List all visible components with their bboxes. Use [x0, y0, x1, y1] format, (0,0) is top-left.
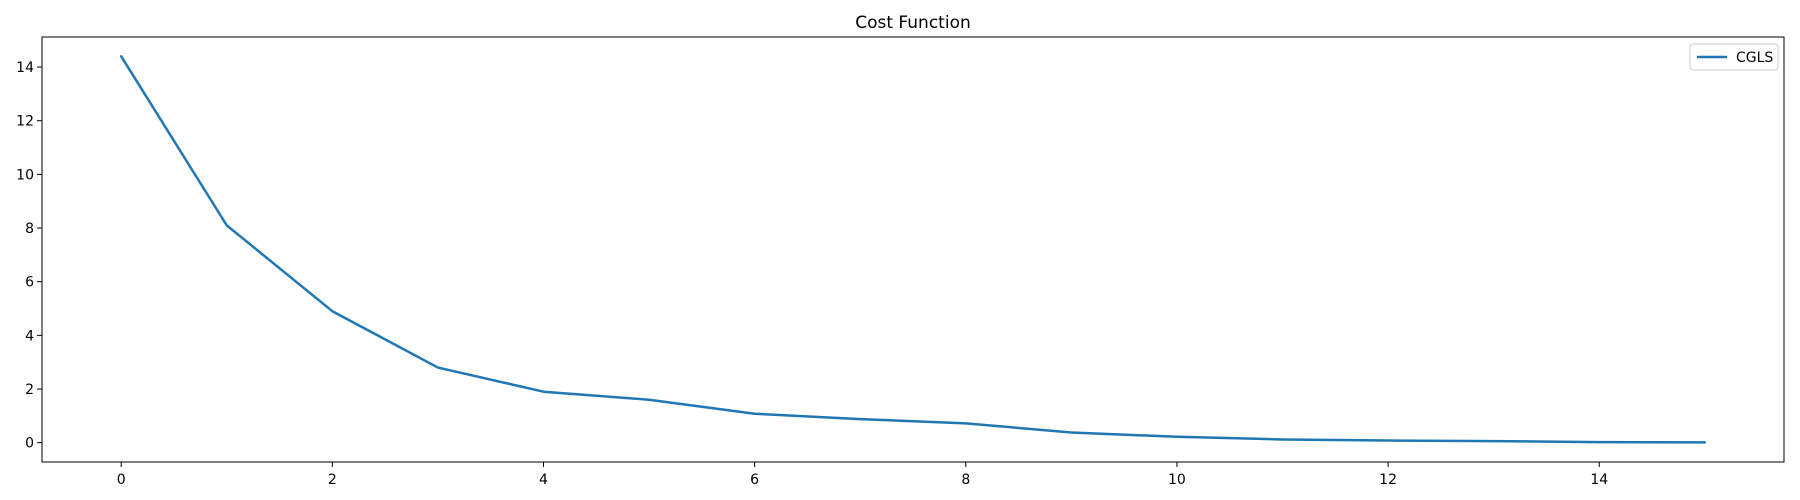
plot-frame [41, 36, 1785, 463]
y-tick-label: 14 [16, 60, 34, 76]
series-layer [119, 55, 1707, 444]
x-tick-label: 0 [117, 472, 126, 488]
x-tick-label: 6 [750, 472, 759, 488]
legend: CGLS [1689, 43, 1779, 71]
chart-title: Cost Function [855, 13, 971, 33]
y-tick-label: 12 [16, 114, 34, 130]
y-tick-label: 6 [25, 275, 34, 291]
y-axis-ticks: 0 2 4 6 8 10 12 14 [16, 60, 42, 452]
legend-box [1689, 43, 1779, 71]
legend-label-cgls: CGLS [1736, 50, 1773, 66]
x-tick-label: 12 [1379, 472, 1397, 488]
x-tick-label: 14 [1590, 472, 1608, 488]
y-tick-label: 4 [25, 328, 34, 344]
y-tick-label: 10 [16, 167, 34, 183]
series-line-cgls [119, 55, 1707, 444]
x-tick-label: 2 [328, 472, 337, 488]
plot-area [42, 37, 1784, 462]
y-tick-label: 2 [25, 382, 34, 398]
y-tick-label: 8 [25, 221, 34, 237]
x-axis-ticks: 0 2 4 6 8 10 12 14 [117, 462, 1608, 488]
x-tick-label: 10 [1168, 472, 1186, 488]
x-tick-label: 4 [539, 472, 548, 488]
x-tick-label: 8 [961, 472, 970, 488]
y-tick-label: 0 [25, 436, 34, 452]
